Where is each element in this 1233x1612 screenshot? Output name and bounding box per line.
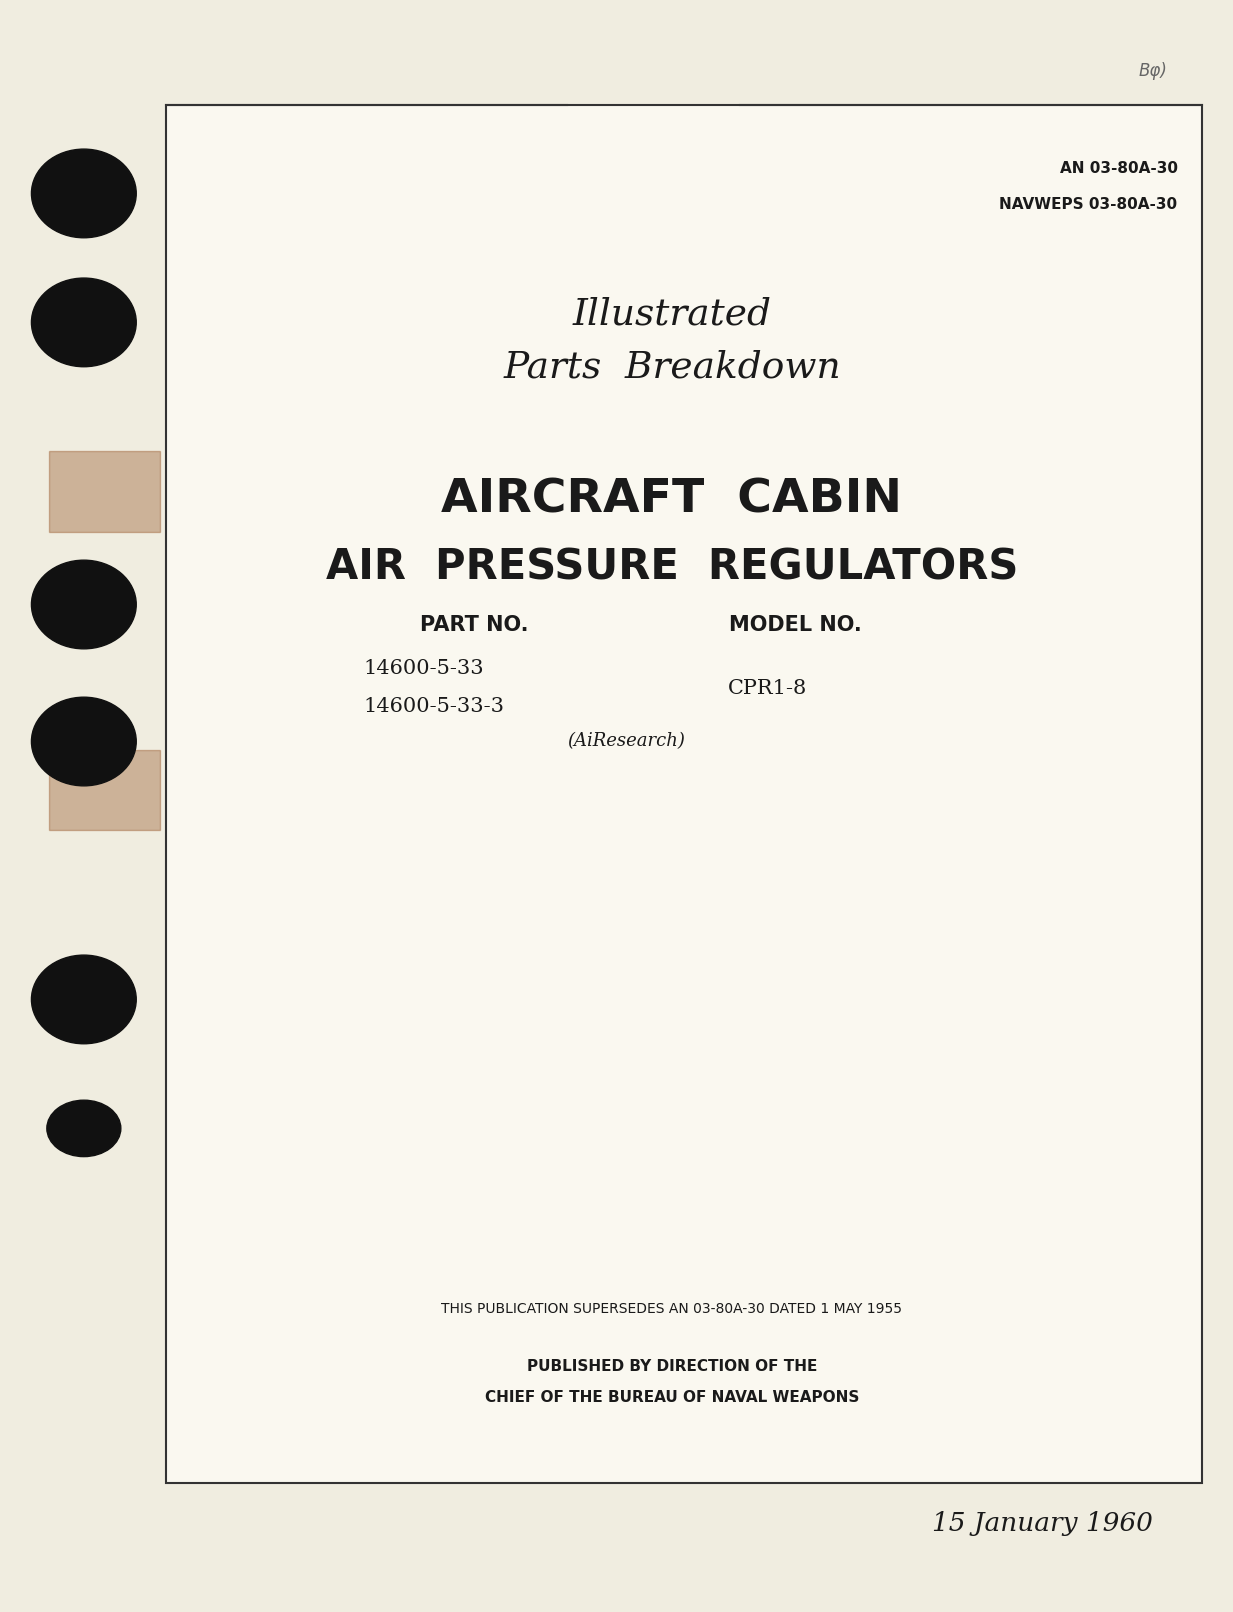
Text: NAVWEPS 03-80A-30: NAVWEPS 03-80A-30 xyxy=(1000,197,1178,211)
Ellipse shape xyxy=(32,696,137,787)
Ellipse shape xyxy=(47,1101,121,1157)
Text: PART NO.: PART NO. xyxy=(420,616,529,635)
Text: AIRCRAFT  CABIN: AIRCRAFT CABIN xyxy=(441,477,903,522)
Text: PUBLISHED BY DIRECTION OF THE: PUBLISHED BY DIRECTION OF THE xyxy=(526,1359,817,1375)
Text: 14600-5-33: 14600-5-33 xyxy=(364,659,485,679)
Text: Illustrated: Illustrated xyxy=(572,297,772,332)
Ellipse shape xyxy=(32,277,137,366)
Text: CHIEF OF THE BUREAU OF NAVAL WEAPONS: CHIEF OF THE BUREAU OF NAVAL WEAPONS xyxy=(485,1390,859,1406)
Bar xyxy=(49,451,160,532)
Text: AN 03-80A-30: AN 03-80A-30 xyxy=(1059,161,1178,176)
Ellipse shape xyxy=(32,561,137,650)
Text: Parts  Breakdown: Parts Breakdown xyxy=(503,350,841,385)
Bar xyxy=(166,105,1202,1483)
Text: MODEL NO.: MODEL NO. xyxy=(729,616,862,635)
Text: CPR1-8: CPR1-8 xyxy=(727,679,806,698)
Text: 14600-5-33-3: 14600-5-33-3 xyxy=(364,696,504,716)
Text: 15 January 1960: 15 January 1960 xyxy=(932,1510,1153,1536)
Text: AIR  PRESSURE  REGULATORS: AIR PRESSURE REGULATORS xyxy=(326,546,1018,588)
Ellipse shape xyxy=(32,150,137,237)
Ellipse shape xyxy=(32,954,137,1045)
Text: (AiResearch): (AiResearch) xyxy=(567,732,686,751)
Text: Bφ): Bφ) xyxy=(1138,61,1168,81)
Text: THIS PUBLICATION SUPERSEDES AN 03-80A-30 DATED 1 MAY 1955: THIS PUBLICATION SUPERSEDES AN 03-80A-30… xyxy=(441,1302,903,1315)
Bar xyxy=(49,750,160,830)
